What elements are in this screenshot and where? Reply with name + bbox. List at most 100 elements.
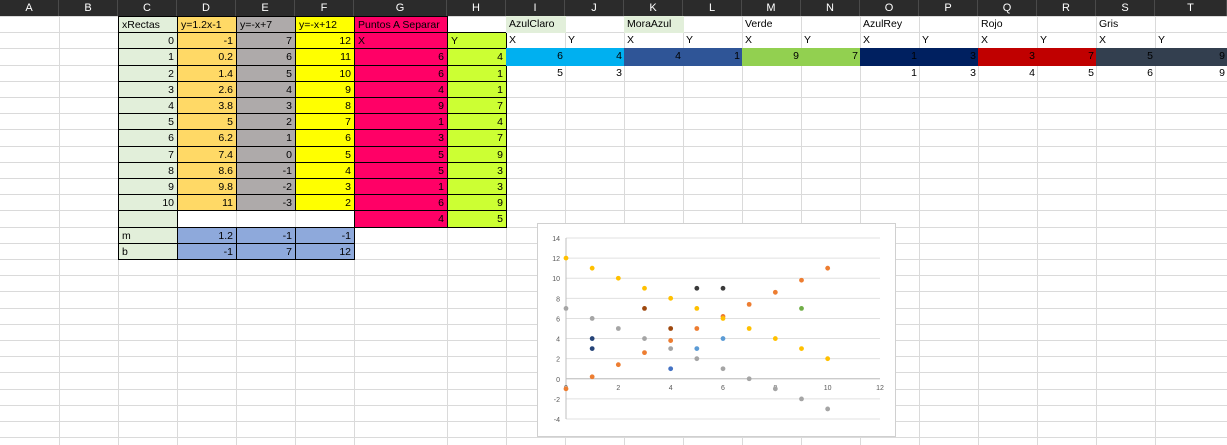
group-x-value[interactable]: 6: [506, 48, 566, 66]
group-x-label[interactable]: X: [981, 34, 989, 46]
point-x-value[interactable]: 3: [354, 129, 448, 147]
line1-value[interactable]: 5: [177, 113, 237, 130]
column-header-a[interactable]: A: [0, 0, 59, 16]
group-x-label[interactable]: X: [1099, 34, 1107, 46]
line3-value[interactable]: 4: [295, 162, 355, 179]
x-value[interactable]: 3: [118, 81, 178, 98]
group-x-value[interactable]: 3: [978, 48, 1038, 66]
column-header-f[interactable]: F: [295, 0, 354, 16]
line3-value[interactable]: 6: [295, 129, 355, 147]
x-value[interactable]: 6: [118, 129, 178, 147]
line1-value[interactable]: -1: [177, 32, 237, 49]
line3-value[interactable]: 8: [295, 97, 355, 114]
point-x-value[interactable]: 1: [354, 178, 448, 195]
point-y-value[interactable]: 4: [447, 48, 507, 66]
group-y-value[interactable]: 4: [565, 48, 625, 66]
slope-value[interactable]: -1: [236, 227, 296, 244]
line3-value[interactable]: 2: [295, 194, 355, 211]
line2-value[interactable]: 6: [236, 48, 296, 66]
group-name[interactable]: Gris: [1099, 18, 1119, 30]
group-y-value[interactable]: 9: [1155, 48, 1227, 66]
x-value[interactable]: 2: [118, 65, 178, 82]
intercept-value[interactable]: 7: [236, 243, 296, 260]
column-header-o[interactable]: O: [860, 0, 919, 16]
line1-value[interactable]: 0.2: [177, 48, 237, 66]
point-x-value[interactable]: 5: [354, 162, 448, 179]
group-y-value[interactable]: 3: [616, 67, 622, 79]
column-header-n[interactable]: N: [801, 0, 860, 16]
group-y-value[interactable]: [683, 65, 743, 82]
point-x-value[interactable]: 6: [354, 194, 448, 211]
line3-value[interactable]: 12: [295, 32, 355, 49]
x-value[interactable]: 8: [118, 162, 178, 179]
line2-value[interactable]: -3: [236, 194, 296, 211]
point-y-value[interactable]: 3: [447, 162, 507, 179]
group-x-value[interactable]: [742, 65, 802, 82]
header-point-y[interactable]: Y: [447, 32, 507, 49]
line1-value[interactable]: 8.6: [177, 162, 237, 179]
column-header-m[interactable]: M: [742, 0, 801, 16]
group-y-value[interactable]: 7: [1037, 48, 1097, 66]
line2-value[interactable]: 3: [236, 97, 296, 114]
line2-value[interactable]: 7: [236, 32, 296, 49]
group-y-label[interactable]: Y: [804, 34, 812, 46]
point-y-value[interactable]: 1: [447, 81, 507, 98]
column-header-i[interactable]: I: [506, 0, 565, 16]
group-y-value[interactable]: 7: [801, 48, 861, 66]
line3-value[interactable]: 3: [295, 178, 355, 195]
group-x-label[interactable]: X: [509, 34, 517, 46]
header-puntos[interactable]: Puntos A Separar: [354, 16, 448, 33]
group-x-value[interactable]: 4: [624, 48, 684, 66]
point-x-value[interactable]: 4: [354, 210, 448, 228]
group-y-value[interactable]: 3: [970, 67, 976, 79]
header-line3[interactable]: y=-x+12: [295, 16, 355, 33]
point-y-value[interactable]: 7: [447, 97, 507, 114]
group-x-value[interactable]: 5: [557, 67, 563, 79]
group-x-label[interactable]: X: [863, 34, 871, 46]
x-value[interactable]: 1: [118, 48, 178, 66]
column-header-t[interactable]: T: [1155, 0, 1227, 16]
x-value[interactable]: 0: [118, 32, 178, 49]
header-point-x[interactable]: X: [354, 32, 448, 49]
point-y-value[interactable]: 5: [447, 210, 507, 228]
group-name[interactable]: MoraAzul: [624, 16, 684, 33]
intercept-value[interactable]: -1: [177, 243, 237, 260]
line3-value[interactable]: 9: [295, 81, 355, 98]
group-x-value[interactable]: 1: [911, 67, 917, 79]
line2-value[interactable]: 4: [236, 81, 296, 98]
column-header-l[interactable]: L: [683, 0, 742, 16]
point-y-value[interactable]: 7: [447, 129, 507, 147]
line2-value[interactable]: 1: [236, 129, 296, 147]
point-y-value[interactable]: 9: [447, 146, 507, 163]
line1-value[interactable]: 1.4: [177, 65, 237, 82]
column-header-r[interactable]: R: [1037, 0, 1096, 16]
point-x-value[interactable]: 6: [354, 65, 448, 82]
column-header-d[interactable]: D: [177, 0, 236, 16]
group-y-label[interactable]: Y: [1158, 34, 1166, 46]
group-x-value[interactable]: 5: [1096, 48, 1156, 66]
line2-value[interactable]: 5: [236, 65, 296, 82]
point-x-value[interactable]: 1: [354, 113, 448, 130]
header-xrectas[interactable]: xRectas: [118, 16, 178, 33]
group-name[interactable]: Verde: [745, 18, 773, 30]
column-header-k[interactable]: K: [624, 0, 683, 16]
line1-value[interactable]: 2.6: [177, 81, 237, 98]
point-x-value[interactable]: 6: [354, 48, 448, 66]
point-y-value[interactable]: 9: [447, 194, 507, 211]
group-y-label[interactable]: Y: [922, 34, 930, 46]
x-value[interactable]: 9: [118, 178, 178, 195]
x-value[interactable]: 5: [118, 113, 178, 130]
line3-value[interactable]: 5: [295, 146, 355, 163]
column-header-j[interactable]: J: [565, 0, 624, 16]
scatter-chart[interactable]: -4-202468101214024681012: [537, 223, 896, 437]
empty-cell[interactable]: [118, 210, 178, 228]
x-value[interactable]: 7: [118, 146, 178, 163]
group-y-value[interactable]: 1: [683, 48, 743, 66]
x-value[interactable]: 10: [118, 194, 178, 211]
group-y-value[interactable]: 9: [1219, 67, 1225, 79]
group-name[interactable]: AzulClaro: [506, 16, 566, 33]
point-x-value[interactable]: 4: [354, 81, 448, 98]
group-y-value[interactable]: 5: [1088, 67, 1094, 79]
slope-value[interactable]: -1: [295, 227, 355, 244]
